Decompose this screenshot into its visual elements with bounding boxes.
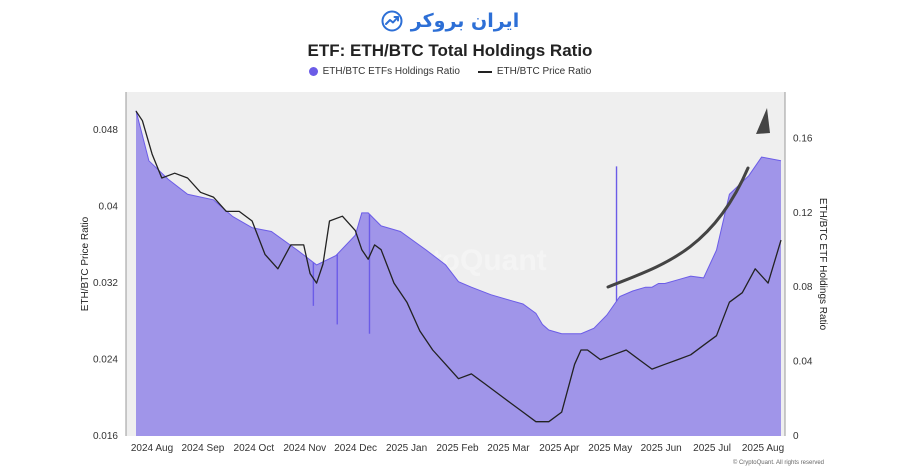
x-tick-label: 2025 Mar xyxy=(487,443,530,454)
legend-swatch-price xyxy=(477,70,492,73)
right-tick-label: 0.04 xyxy=(793,357,813,368)
legend-label-price: ETH/BTC Price Ratio xyxy=(496,66,592,77)
legend-item-holdings: ETH/BTC ETFs Holdings Ratio xyxy=(308,66,460,77)
left-tick-label: 0.048 xyxy=(93,125,118,136)
price-line xyxy=(135,110,782,423)
x-tick-label: 2025 Jul xyxy=(693,443,731,454)
x-tick-label: 2024 Oct xyxy=(234,443,275,454)
footer-credit: © CryptoQuant. All rights reserved xyxy=(732,460,824,466)
holdings-line xyxy=(135,110,782,335)
x-tick-label: 2025 Jan xyxy=(386,443,427,454)
x-tick-label: 2024 Nov xyxy=(283,443,326,454)
left-tick-label: 0.04 xyxy=(99,202,119,213)
x-tick-label: 2024 Sep xyxy=(182,443,225,454)
x-tick-label: 2025 Feb xyxy=(436,443,479,454)
chart-title: ETF: ETH/BTC Total Holdings Ratio xyxy=(307,41,593,60)
right-axis-label: ETH/BTC ETF Holdings Ratio xyxy=(817,198,828,331)
x-tick-label: 2024 Aug xyxy=(131,443,173,454)
right-tick-label: 0.12 xyxy=(793,208,813,219)
x-tick-label: 2025 Jun xyxy=(641,443,682,454)
x-tick-label: 2025 Apr xyxy=(539,443,580,454)
legend-item-price: ETH/BTC Price Ratio xyxy=(477,66,592,77)
trend-arrow xyxy=(606,108,770,289)
legend-swatch-holdings xyxy=(308,67,318,76)
right-tick-label: 0.16 xyxy=(793,133,813,144)
left-tick-label: 0.016 xyxy=(93,431,118,442)
left-axis-label: ETH/BTC Price Ratio xyxy=(80,216,91,311)
left-axis-ticks: 0.016 0.024 0.032 0.04 0.048 xyxy=(93,125,118,442)
x-tick-label: 2025 Aug xyxy=(742,443,784,454)
holdings-area xyxy=(136,110,781,436)
holdings-spikes xyxy=(312,166,618,334)
brand-header: ایران بروکر xyxy=(0,10,900,32)
chart-arrow-logo-icon xyxy=(381,10,403,32)
legend-label-holdings: ETH/BTC ETFs Holdings Ratio xyxy=(322,66,460,77)
brand-name: ایران بروکر xyxy=(410,10,520,32)
left-tick-label: 0.024 xyxy=(93,355,118,366)
right-axis-ticks: 0 0.04 0.08 0.12 0.16 xyxy=(793,133,813,442)
left-tick-label: 0.032 xyxy=(93,278,118,289)
right-tick-label: 0 xyxy=(793,431,799,442)
chart-legend: ETH/BTC ETFs Holdings Ratio ETH/BTC Pric… xyxy=(0,66,900,77)
x-tick-label: 2025 May xyxy=(588,443,632,454)
x-axis-ticks: 2024 Aug 2024 Sep 2024 Oct 2024 Nov 2024 Dec… xyxy=(131,443,784,454)
x-tick-label: 2024 Dec xyxy=(334,443,377,454)
right-tick-label: 0.08 xyxy=(793,282,813,293)
